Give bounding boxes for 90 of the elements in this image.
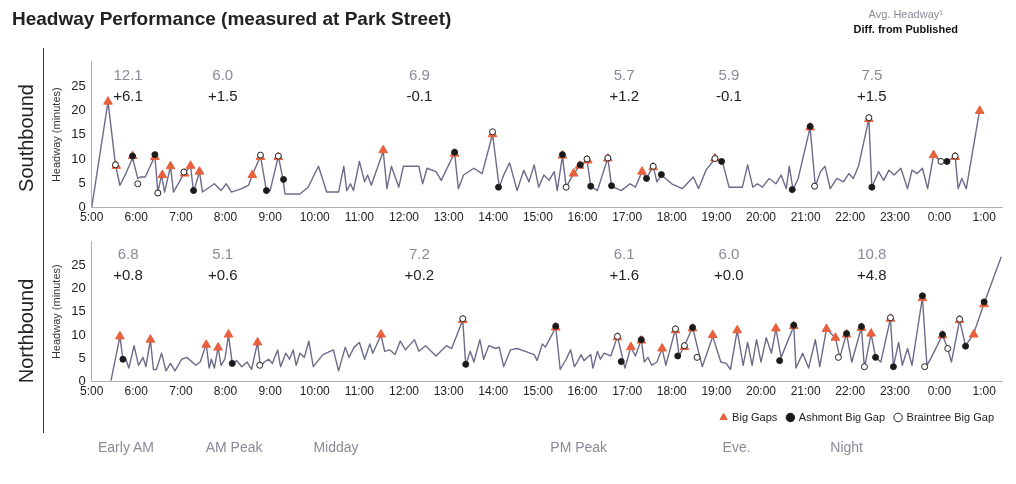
annotation: +0.0 xyxy=(714,265,744,283)
x-tick-label: 12:00 xyxy=(389,210,420,225)
text: AM Peak xyxy=(205,439,264,455)
x-tick-label: 11:00 xyxy=(344,384,375,399)
x-tick-label: 7:00 xyxy=(169,384,193,399)
annotation: +1.5 xyxy=(857,86,887,104)
y-tick-label: 5 xyxy=(78,174,86,190)
chart-title: Headway Performance (measured at Park Street) xyxy=(11,8,452,30)
x-tick-label: 11:00 xyxy=(344,210,375,225)
x-tick-label: 22:00 xyxy=(835,210,866,225)
text: Diff. from Published xyxy=(853,23,958,35)
y-tick-label: 15 xyxy=(71,303,86,319)
text: Night xyxy=(830,439,864,455)
annotation: 7.2 xyxy=(408,244,430,262)
x-tick-label: 13:00 xyxy=(433,210,464,225)
x-tick-label: 9:00 xyxy=(258,210,283,225)
annotation: 10.8 xyxy=(857,244,887,262)
x-tick-label: 6:00 xyxy=(124,210,149,225)
x-tick-label: 0:00 xyxy=(927,384,952,399)
text: Northbound xyxy=(14,278,38,383)
annotation: +4.8 xyxy=(857,265,887,283)
y-tick-label: 10 xyxy=(71,150,86,166)
annotation: +0.2 xyxy=(404,265,435,283)
x-tick-label: 7:00 xyxy=(169,210,193,225)
legend-label: Big Gaps xyxy=(732,410,778,423)
x-tick-label: 20:00 xyxy=(746,384,777,399)
x-tick-label: 14:00 xyxy=(478,210,509,225)
x-tick-label: 15:00 xyxy=(522,384,554,399)
x-tick-label: 20:00 xyxy=(746,210,777,225)
x-tick-label: 14:00 xyxy=(478,384,509,399)
annotation: +1.5 xyxy=(207,86,238,104)
x-tick-label: 18:00 xyxy=(656,384,688,399)
y-axis-title: Headway (minutes) xyxy=(49,264,62,360)
text: PM Peak xyxy=(550,439,609,455)
x-tick-label: 10:00 xyxy=(299,210,331,225)
annotation: 5.9 xyxy=(718,65,740,83)
y-tick-label: 10 xyxy=(71,326,86,342)
x-tick-label: 15:00 xyxy=(522,210,554,225)
annotation: 6.0 xyxy=(718,244,740,262)
x-tick-label: 23:00 xyxy=(879,384,911,399)
annotation: 6.9 xyxy=(408,65,430,83)
x-tick-label: 22:00 xyxy=(835,384,866,399)
annotation: 5.7 xyxy=(613,65,635,83)
annotation: +6.1 xyxy=(113,86,143,104)
annotation: +0.6 xyxy=(207,265,238,283)
x-tick-label: 21:00 xyxy=(790,210,821,225)
x-tick-label: 19:00 xyxy=(701,210,732,225)
x-tick-label: 1:00 xyxy=(972,210,997,225)
x-tick-label: 0:00 xyxy=(927,210,952,225)
y-tick-label: 25 xyxy=(71,77,86,93)
annotation: 6.0 xyxy=(212,65,234,83)
annotation: +1.2 xyxy=(609,86,640,104)
text: Eve. xyxy=(722,439,752,455)
annotation: -0.1 xyxy=(406,86,433,104)
annotation: 5.1 xyxy=(212,244,234,262)
annotation: 6.8 xyxy=(117,244,139,262)
y-tick-label: 25 xyxy=(71,256,86,272)
annotation: 7.5 xyxy=(861,65,883,83)
x-tick-label: 1:00 xyxy=(972,384,997,399)
annotation: -0.1 xyxy=(715,86,742,104)
x-tick-label: 9:00 xyxy=(258,384,283,399)
text: Avg. Headway¹ xyxy=(867,8,944,20)
legend-label: Braintree Big Gap xyxy=(906,410,994,423)
x-tick-label: 8:00 xyxy=(213,384,238,399)
y-tick-label: 5 xyxy=(78,349,86,365)
x-tick-label: 23:00 xyxy=(879,210,911,225)
y-tick-label: 20 xyxy=(71,279,86,295)
annotation: 12.1 xyxy=(113,65,143,83)
x-tick-label: 16:00 xyxy=(567,210,598,225)
x-tick-label: 13:00 xyxy=(433,384,464,399)
x-tick-label: 10:00 xyxy=(299,384,331,399)
x-tick-label: 16:00 xyxy=(567,384,598,399)
annotation: +1.6 xyxy=(609,265,640,283)
x-tick-label: 17:00 xyxy=(612,384,643,399)
annotation: +0.8 xyxy=(113,265,143,283)
text: Midday xyxy=(313,439,360,455)
x-tick-label: 12:00 xyxy=(389,384,420,399)
y-tick-label: 20 xyxy=(71,101,86,117)
y-axis-title: Headway (minutes) xyxy=(49,87,62,183)
x-tick-label: 21:00 xyxy=(790,384,821,399)
x-tick-label: 18:00 xyxy=(656,210,688,225)
text: Early AM xyxy=(98,439,155,455)
text: Southbound xyxy=(14,84,38,192)
legend-label: Ashmont Big Gap xyxy=(798,410,886,423)
x-tick-label: 19:00 xyxy=(701,384,732,399)
x-tick-label: 6:00 xyxy=(124,384,149,399)
y-tick-label: 15 xyxy=(71,126,86,142)
annotation: 6.1 xyxy=(613,244,635,262)
x-tick-label: 17:00 xyxy=(612,210,643,225)
x-tick-label: 8:00 xyxy=(213,210,238,225)
